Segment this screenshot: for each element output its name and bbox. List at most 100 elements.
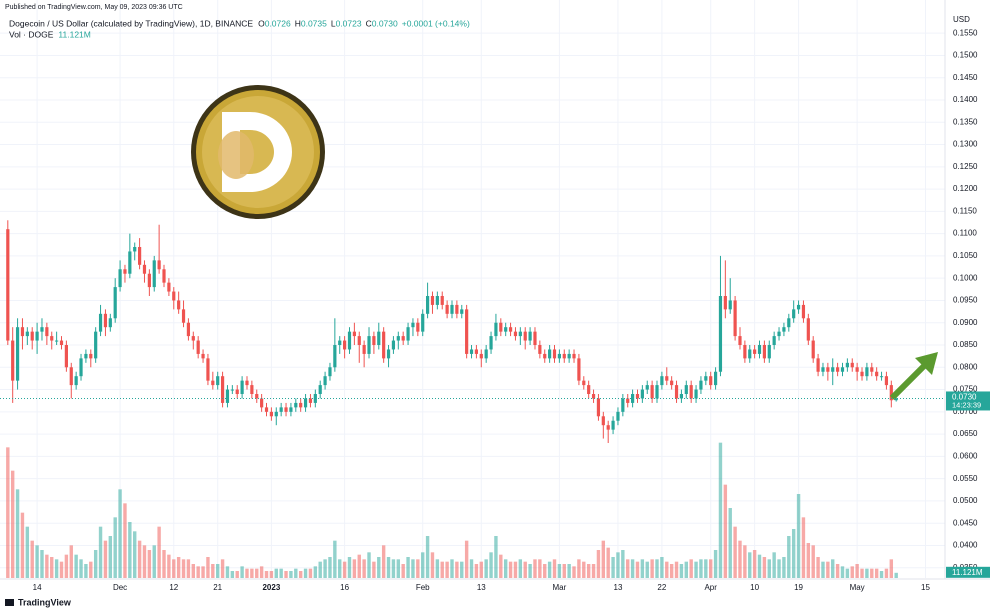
volume-bar [313,566,318,578]
volume-bar [206,557,210,578]
candle-body [484,349,488,359]
volume-bar [211,564,215,578]
candle-body [152,260,156,288]
candle-body [269,411,273,417]
volume-bar [84,564,88,578]
candle-body [79,358,83,377]
volume-bar [216,564,220,578]
candle-body [308,398,313,403]
candle-body [508,327,513,332]
candle-body [831,367,835,372]
y-tick-label: 0.1250 [953,162,978,171]
candle-body [582,380,586,386]
ohlc-value: 0.0726 [265,18,291,28]
candle-body [347,331,352,350]
volume-bar [220,559,225,578]
candle-body [474,349,479,354]
candle-body [753,349,757,354]
candle-body [455,304,459,314]
volume-bar [713,550,718,578]
candle-body [645,385,649,390]
volume-bar [469,559,474,578]
volume-bar [40,550,44,578]
candle-body [772,336,776,346]
x-tick-label: Mar [552,583,566,592]
candle-body [299,402,303,408]
volume-bar [318,561,322,578]
candle-body [216,376,220,386]
volume-bar [772,552,776,578]
candle-body [635,394,640,399]
candle-body [430,296,435,305]
x-tick-label: 14 [33,583,42,592]
candle-body [177,300,181,310]
volume-bar [425,536,430,578]
candle-body [411,322,415,328]
volume-bar [284,571,288,578]
candle-body [489,336,493,350]
candle-body [416,322,420,332]
candles [6,220,898,444]
candle-body [147,273,151,288]
volume-bar [406,557,410,578]
candle-body [513,331,518,337]
candle-body [738,336,742,346]
candle-body [255,394,259,399]
volume-bar [396,559,401,578]
candle-body [250,385,254,395]
volume-bar [289,571,293,578]
candle-body [616,411,620,421]
volume-bar [30,540,34,578]
chart-title: Dogecoin / US Dollar (calculated by Trad… [9,18,253,28]
candle-body [45,327,49,337]
candle-body [460,309,464,314]
volume-bar [723,484,728,578]
volume-bar [704,559,708,578]
candle-body [113,287,117,319]
x-tick-label: 16 [340,583,349,592]
y-tick-label: 0.0800 [953,362,978,371]
volume-bar [128,522,132,578]
volume-bar [513,561,518,578]
candle-body [865,367,869,377]
ohlc-value: 0.0735 [301,18,327,28]
x-tick-label: 12 [169,583,178,592]
volume-bar [367,552,371,578]
candle-body [821,367,825,372]
volume-bar [259,566,264,578]
volume-bar [279,568,283,578]
volume-bar [557,564,562,578]
volume-bar [25,526,30,578]
price-label-box [946,391,990,411]
candle-body [318,385,322,395]
volume-bar [616,552,620,578]
volume-bar [655,559,659,578]
volume-bar [874,568,879,578]
candle-body [743,345,747,359]
volume-bar [137,540,142,578]
candle-body [138,247,142,265]
candle-body [674,385,679,399]
x-tick-label: 21 [213,583,222,592]
volume-bar [865,568,869,578]
candle-body [689,385,693,399]
candle-body [338,340,342,346]
candle-body [816,358,820,372]
volume-bar [596,550,601,578]
volume-bar [162,550,166,578]
volume-bar [762,557,767,578]
candle-body [118,269,122,288]
volume-bar [147,550,152,578]
candle-body [562,353,566,359]
candle-body [377,331,381,346]
volume-bar [435,559,440,578]
candle-body [587,385,591,395]
candle-body [894,398,898,401]
candle-body [523,331,527,341]
volume-bar [240,566,244,578]
candle-body [572,353,576,359]
candle-body [767,345,771,359]
candle-body [709,376,713,386]
arrow-head [915,352,938,375]
candle-body [718,296,723,372]
